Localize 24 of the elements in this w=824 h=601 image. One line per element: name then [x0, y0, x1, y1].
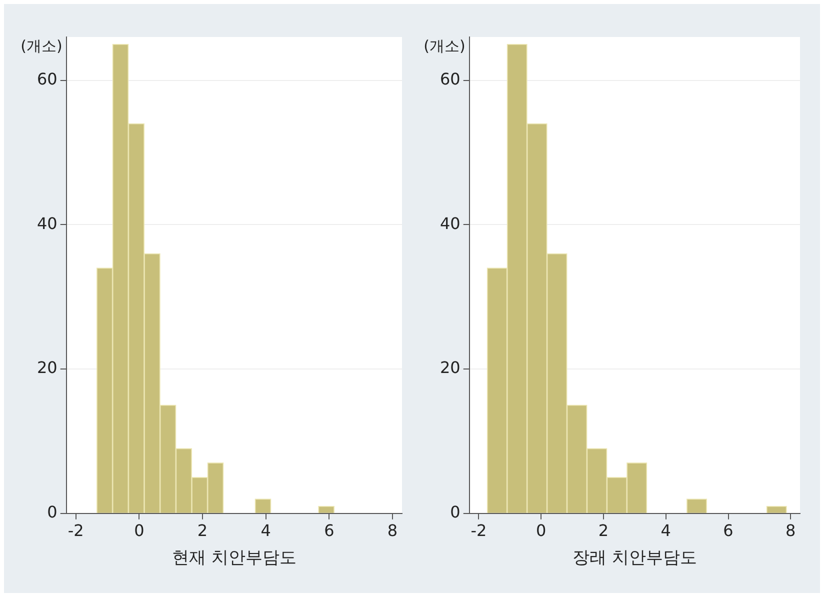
x-tick-label: 4 [260, 521, 271, 540]
y-tick-label: 40 [440, 214, 460, 233]
y-tick-label: 60 [37, 69, 58, 88]
y-tick-label: 20 [440, 358, 460, 378]
x-tick-label: 2 [197, 521, 208, 540]
y-tick-label: 40 [37, 214, 58, 233]
x-tick-label: -2 [470, 521, 487, 540]
x-tick-label: 8 [387, 521, 398, 540]
x-tick-label: -2 [68, 521, 84, 540]
x-tick-label: 0 [134, 521, 144, 540]
x-tick-label: 6 [723, 521, 734, 540]
y-tick-label: 0 [450, 502, 460, 522]
x-tick-label: 6 [324, 521, 334, 540]
x-axis-title: 현재 치안부담도 [172, 548, 296, 568]
x-tick-label: 4 [660, 521, 671, 540]
x-tick-label: 8 [786, 521, 796, 540]
x-tick-label: 0 [536, 521, 546, 540]
y-axis-title: (개소) [20, 36, 62, 55]
y-tick-label: 60 [440, 69, 460, 88]
y-axis-title: (개소) [424, 36, 466, 55]
y-tick-label: 0 [47, 502, 58, 522]
x-tick-label: 2 [598, 521, 609, 540]
y-tick-label: 20 [37, 358, 58, 378]
x-axis-title: 장래 치안부담도 [572, 548, 697, 568]
